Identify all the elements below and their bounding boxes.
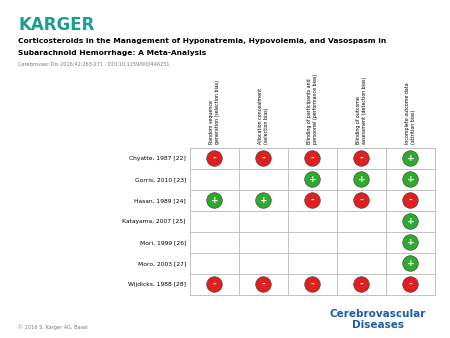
Text: -: - <box>360 154 364 163</box>
Text: +: + <box>309 175 316 184</box>
Circle shape <box>207 277 222 292</box>
Text: -: - <box>310 154 315 163</box>
Text: +: + <box>407 175 414 184</box>
Text: Corticosteroids in the Management of Hyponatremia, Hypovolemia, and Vasospasm in: Corticosteroids in the Management of Hyp… <box>18 38 386 44</box>
Text: -: - <box>310 196 315 205</box>
Circle shape <box>403 214 418 229</box>
Text: Hasan, 1989 [24]: Hasan, 1989 [24] <box>134 198 186 203</box>
Circle shape <box>305 151 320 166</box>
Text: -: - <box>261 280 266 289</box>
Text: Blinding of participants and
personnel (performance bias): Blinding of participants and personnel (… <box>307 74 318 144</box>
Circle shape <box>256 151 271 166</box>
Text: +: + <box>211 196 218 205</box>
Text: © 2016 S. Karger AG, Basel: © 2016 S. Karger AG, Basel <box>18 324 88 330</box>
Text: Mori, 1999 [26]: Mori, 1999 [26] <box>140 240 186 245</box>
Circle shape <box>403 256 418 271</box>
Text: Katayama, 2007 [25]: Katayama, 2007 [25] <box>122 219 186 224</box>
Text: +: + <box>407 238 414 247</box>
Circle shape <box>305 172 320 187</box>
Text: -: - <box>360 196 364 205</box>
Text: +: + <box>260 196 267 205</box>
Circle shape <box>403 193 418 208</box>
Text: -: - <box>212 280 216 289</box>
Text: -: - <box>261 154 266 163</box>
Text: Cerebrovascular
Diseases: Cerebrovascular Diseases <box>330 309 427 330</box>
Circle shape <box>403 235 418 250</box>
Circle shape <box>256 277 271 292</box>
Text: -: - <box>409 196 412 205</box>
Circle shape <box>354 172 369 187</box>
Text: Allocation concealment
(selection bias): Allocation concealment (selection bias) <box>258 88 269 144</box>
Text: -: - <box>310 280 315 289</box>
Text: Wijdicks, 1988 [28]: Wijdicks, 1988 [28] <box>128 282 186 287</box>
Circle shape <box>354 151 369 166</box>
Circle shape <box>354 193 369 208</box>
Text: Random sequence
generation (selection bias): Random sequence generation (selection bi… <box>209 80 220 144</box>
Text: Moro, 2003 [27]: Moro, 2003 [27] <box>138 261 186 266</box>
Circle shape <box>403 277 418 292</box>
Text: +: + <box>407 217 414 226</box>
Circle shape <box>305 277 320 292</box>
Circle shape <box>354 277 369 292</box>
Text: Subarachnoid Hemorrhage: A Meta-Analysis: Subarachnoid Hemorrhage: A Meta-Analysis <box>18 50 206 56</box>
Text: +: + <box>407 154 414 163</box>
Circle shape <box>207 193 222 208</box>
Text: Gorris, 2010 [23]: Gorris, 2010 [23] <box>135 177 186 182</box>
Text: -: - <box>212 154 216 163</box>
Circle shape <box>305 193 320 208</box>
Text: Blinding of outcome
assessment (detection bias): Blinding of outcome assessment (detectio… <box>356 77 367 144</box>
Text: KARGER: KARGER <box>18 16 94 34</box>
Text: Cerebrovasc Dis 2016;42:263-271 · DOI:10.1159/000446251: Cerebrovasc Dis 2016;42:263-271 · DOI:10… <box>18 62 170 67</box>
Circle shape <box>256 193 271 208</box>
Circle shape <box>403 151 418 166</box>
Circle shape <box>207 151 222 166</box>
Text: +: + <box>358 175 365 184</box>
Text: +: + <box>407 259 414 268</box>
Text: Chyatte, 1987 [22]: Chyatte, 1987 [22] <box>129 156 186 161</box>
Text: -: - <box>360 280 364 289</box>
Circle shape <box>403 172 418 187</box>
Text: -: - <box>409 280 412 289</box>
Text: Incomplete outcome data
(attrition bias): Incomplete outcome data (attrition bias) <box>405 82 416 144</box>
